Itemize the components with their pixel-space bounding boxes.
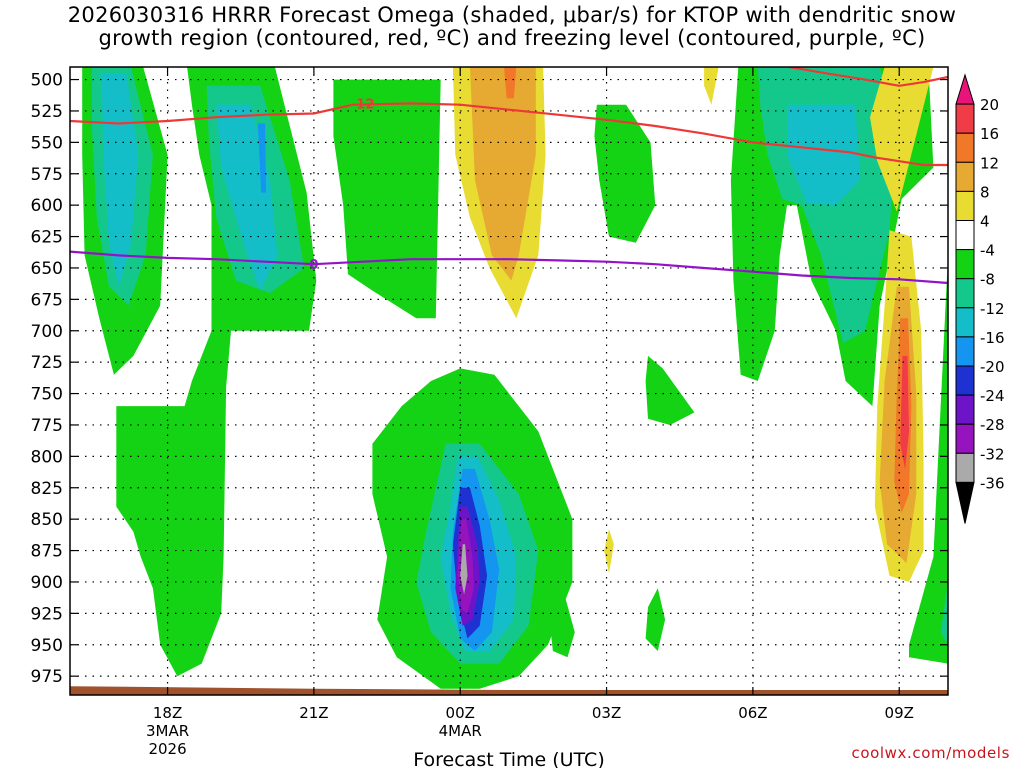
colorbar-swatch xyxy=(955,336,975,367)
colorbar-swatch xyxy=(955,394,975,425)
colorbar-label: 20 xyxy=(980,96,999,114)
colorbar-label: -12 xyxy=(980,300,1005,318)
colorbar-label: -36 xyxy=(980,474,1005,492)
y-tick-label: 725 xyxy=(31,353,63,373)
omega-shading-layer xyxy=(70,67,948,695)
y-tick-label: 700 xyxy=(31,322,63,342)
omega-region-col-09z-red xyxy=(900,355,909,469)
omega-colorbar: 20 16 12 8 4 -4 -8 -12 -16 -20 -24 -28 -32 -36 xyxy=(955,73,1005,524)
omega-region-col-08z-cyan xyxy=(787,104,861,206)
plot-frame xyxy=(69,66,949,696)
y-tick-label: 625 xyxy=(31,228,63,248)
colorbar-label: -28 xyxy=(980,416,1005,434)
contour-layer: -12 0 xyxy=(70,67,948,285)
y-tick-label: 875 xyxy=(31,542,63,562)
chart-title-line-2: growth region (contoured, red, ºC) and f… xyxy=(98,26,926,50)
contour-dendritic-growth-minus12 xyxy=(70,102,948,167)
y-tick-label: 850 xyxy=(31,510,63,530)
colorbar-swatch xyxy=(955,249,975,280)
omega-region-col-00z-orange2 xyxy=(504,67,517,99)
omega-region-col-03z-yellow-blob xyxy=(604,529,614,574)
colorbar-swatch xyxy=(955,161,975,192)
y-tick-label: 900 xyxy=(31,573,63,593)
omega-region-col-0430z-green-blob xyxy=(645,355,695,425)
x-tick-label: 4MAR xyxy=(439,722,482,740)
colorbar-label: -32 xyxy=(980,445,1005,463)
y-tick-label: 800 xyxy=(31,447,63,467)
colorbar-label: -8 xyxy=(980,271,995,289)
site-credit: coolwx.com/models xyxy=(851,744,1010,762)
colorbar-label: 12 xyxy=(980,154,999,172)
contour-freezing-level xyxy=(70,250,948,285)
x-tick-label: 2026 xyxy=(148,740,186,758)
contour-label-freezing-level: 0 xyxy=(309,258,318,273)
y-tick-label: 975 xyxy=(31,667,63,687)
x-axis-label: Forecast Time (UTC) xyxy=(413,749,604,768)
omega-region-col-0330z-green-blob xyxy=(645,588,666,651)
y-tick-label: 550 xyxy=(31,133,63,153)
colorbar-label: -20 xyxy=(980,358,1005,376)
omega-region-col-03z-green xyxy=(594,104,656,243)
chart-title: 2026030316 HRRR Forecast Omega (shaded, … xyxy=(0,4,1024,50)
surface-ground xyxy=(70,686,948,695)
x-tick-label: 06Z xyxy=(738,704,767,722)
y-tick-label: 525 xyxy=(31,102,63,122)
x-tick-label: 09Z xyxy=(885,704,914,722)
colorbar-label: 4 xyxy=(980,213,990,231)
y-tick-label: 500 xyxy=(31,71,63,91)
colorbar-swatch xyxy=(955,190,975,221)
omega-region-col-00z-bottom-gray xyxy=(460,544,468,595)
y-tick-label: 650 xyxy=(31,259,63,279)
colorbar-swatch xyxy=(955,452,975,483)
colorbar-swatch-top-arrow xyxy=(955,73,975,105)
colorbar-swatch xyxy=(955,307,975,338)
colorbar-label: 8 xyxy=(980,183,990,201)
y-tick-label: 950 xyxy=(31,636,63,656)
omega-region-col-20z-blue xyxy=(257,123,267,193)
omega-region-col-0130z-green-blob xyxy=(548,588,575,658)
colorbar-swatch xyxy=(955,423,975,454)
y-tick-label: 575 xyxy=(31,165,63,185)
y-tick-label: 775 xyxy=(31,416,63,436)
chart-title-line-1: 2026030316 HRRR Forecast Omega (shaded, … xyxy=(67,3,957,27)
pressure-axis: 500 525 550 575 600 625 650 675 700 725 750 775 800 8… xyxy=(31,71,948,687)
omega-region-col-09z-yellow-top xyxy=(870,67,934,212)
x-tick-label: 18Z xyxy=(153,704,182,722)
y-tick-label: 925 xyxy=(31,604,63,624)
colorbar-label: 16 xyxy=(980,125,999,143)
colorbar-swatch xyxy=(955,132,975,163)
colorbar-swatch xyxy=(955,103,975,134)
y-tick-label: 750 xyxy=(31,385,63,405)
x-tick-label: 3MAR xyxy=(146,722,189,740)
omega-region-col-2130z-green xyxy=(333,79,441,319)
y-tick-label: 600 xyxy=(31,196,63,216)
x-tick-label: 00Z xyxy=(446,704,475,722)
colorbar-swatch-bottom-arrow xyxy=(955,481,975,524)
colorbar-swatch xyxy=(955,365,975,396)
omega-region-col-06z-yellow xyxy=(704,67,719,105)
omega-region-col-10z-green-right xyxy=(909,255,948,664)
omega-region-col-00z-orange xyxy=(470,67,536,281)
x-tick-label: 03Z xyxy=(592,704,621,722)
colorbar-swatch xyxy=(955,278,975,309)
contour-label-dendritic-growth-minus12: -12 xyxy=(351,97,375,112)
y-tick-label: 825 xyxy=(31,479,63,499)
contour-dendritic-growth-minus12-top xyxy=(789,67,948,87)
omega-region-col-18z-cyan xyxy=(101,73,139,287)
x-tick-label: 21Z xyxy=(299,704,328,722)
colorbar-swatch xyxy=(955,220,975,251)
colorbar-label: -24 xyxy=(980,387,1005,405)
colorbar-label: -16 xyxy=(980,329,1005,347)
colorbar-label: -4 xyxy=(980,242,995,260)
y-tick-label: 675 xyxy=(31,290,63,310)
